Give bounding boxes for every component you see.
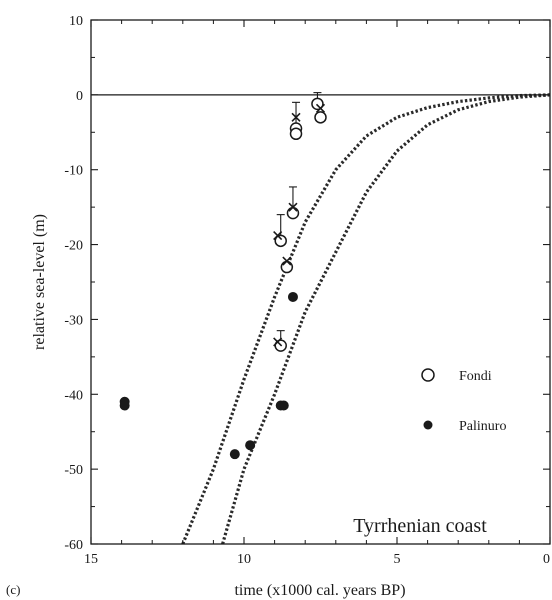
fondi-point xyxy=(314,111,327,124)
cross-point xyxy=(273,337,283,347)
fondi-point xyxy=(286,206,300,220)
legend-palinuro-marker xyxy=(423,420,433,430)
model-curves xyxy=(181,93,551,545)
fondi-point xyxy=(311,97,324,111)
palinuro-point xyxy=(278,400,289,411)
panel-label: (c) xyxy=(6,582,20,597)
legend-palinuro-label: Palinuro xyxy=(459,419,506,434)
y-tick-label: 0 xyxy=(76,89,83,104)
model-curve-right xyxy=(221,93,551,545)
cross-point xyxy=(315,103,326,113)
y-tick-label: -60 xyxy=(64,538,83,553)
fondi-point xyxy=(274,234,287,248)
legend-fondi-label: Fondi xyxy=(459,369,492,384)
y-axis-label: relative sea-level (m) xyxy=(31,214,48,350)
cross-point xyxy=(288,202,298,212)
y-tick-label: -10 xyxy=(64,164,83,179)
model-curve-left xyxy=(181,93,551,545)
chart-annotation: Tyrrhenian coast xyxy=(353,515,487,537)
cross-point xyxy=(291,112,301,122)
x-tick-label: 10 xyxy=(237,552,251,567)
fondi-point xyxy=(289,127,303,141)
y-tick-label: -30 xyxy=(64,313,83,328)
data-points xyxy=(119,92,327,460)
cross-point xyxy=(282,256,292,266)
y-tick-label: 10 xyxy=(69,14,83,29)
palinuro-point xyxy=(245,440,256,451)
y-tick-label: -40 xyxy=(64,388,83,403)
palinuro-point xyxy=(287,291,298,302)
x-tick-label: 0 xyxy=(543,552,550,567)
palinuro-point xyxy=(119,400,130,411)
fondi-point xyxy=(280,260,294,274)
cross-point xyxy=(273,231,283,241)
y-tick-label: -50 xyxy=(64,463,83,478)
palinuro-point xyxy=(229,449,240,460)
legend-fondi-marker xyxy=(421,368,435,382)
legend: Fondi Palinuro xyxy=(421,368,506,434)
y-tick-label: -20 xyxy=(64,239,83,254)
x-tick-label: 5 xyxy=(394,552,401,567)
x-axis-label: time (x1000 cal. years BP) xyxy=(234,582,405,599)
x-tick-label: 15 xyxy=(84,552,98,567)
